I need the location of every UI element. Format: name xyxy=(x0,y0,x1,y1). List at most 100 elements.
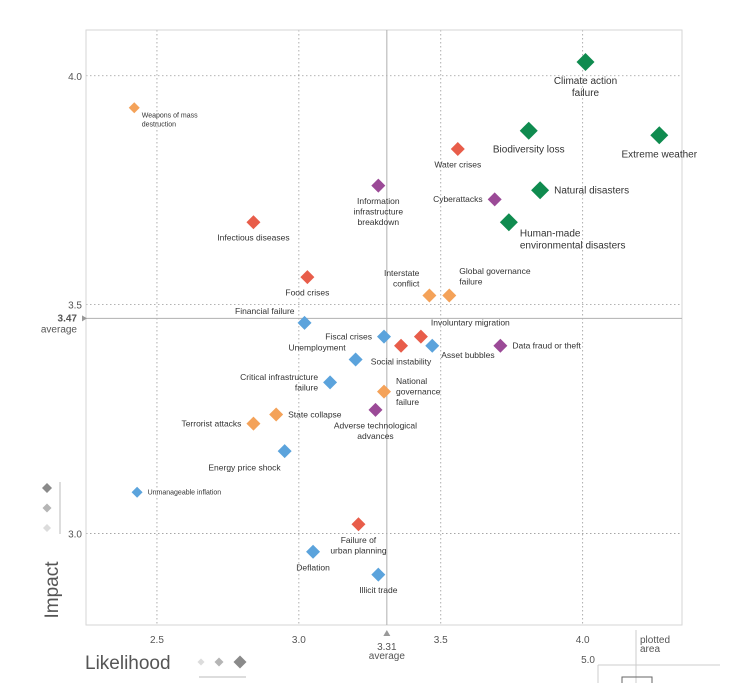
diamond-marker-icon xyxy=(499,213,518,232)
x-tick-label: 3.0 xyxy=(292,635,306,646)
impact-scale-diamond-icon xyxy=(43,524,51,532)
likelihood-scale-diamond-icon xyxy=(214,657,224,667)
data-point: Unmanageable inflation xyxy=(131,486,222,498)
point-label: Data fraud or theft xyxy=(512,341,581,351)
diamond-marker-icon xyxy=(131,486,143,498)
diamond-marker-icon xyxy=(368,402,383,417)
point-label: advances xyxy=(357,431,393,441)
point-label: destruction xyxy=(142,122,176,129)
diamond-marker-icon xyxy=(519,121,538,140)
point-label: Biodiversity loss xyxy=(493,145,565,156)
data-point: Food crises xyxy=(285,270,329,298)
diamond-marker-icon xyxy=(450,142,465,156)
diamond-marker-icon xyxy=(531,181,550,200)
data-point: Deflation xyxy=(296,544,330,572)
x-axis-title: Likelihood xyxy=(85,653,171,674)
diamond-marker-icon xyxy=(128,102,140,114)
average-y-label: average xyxy=(41,324,78,335)
point-label: Information xyxy=(357,196,400,206)
plot-border xyxy=(85,29,683,626)
diamond-marker-icon xyxy=(371,178,386,193)
diamond-marker-icon xyxy=(246,416,261,431)
diamond-marker-icon xyxy=(493,338,508,353)
diamond-marker-icon xyxy=(351,517,366,532)
point-label: failure xyxy=(295,383,318,393)
data-point: Fiscal crises xyxy=(325,329,391,344)
diamond-marker-icon xyxy=(348,352,363,367)
diamond-marker-icon xyxy=(269,407,284,422)
impact-scale-diamond-icon xyxy=(42,503,52,513)
likelihood-scale-diamond-icon xyxy=(197,658,205,666)
likelihood-scale-diamond-icon xyxy=(233,655,247,669)
point-label: State collapse xyxy=(288,409,342,419)
data-point: Social instability xyxy=(371,338,432,366)
point-label: Human-made xyxy=(520,229,581,240)
point-label: failure xyxy=(572,88,600,99)
point-label: Climate action xyxy=(554,76,617,87)
point-label: Natural disasters xyxy=(554,186,629,197)
point-label: Infectious diseases xyxy=(217,233,289,243)
data-point: Terrorist attacks xyxy=(181,416,261,431)
x-tick-label: 2.5 xyxy=(150,635,164,646)
data-point: Unemployment xyxy=(288,343,363,367)
data-point: Energy price shock xyxy=(208,444,292,473)
data-point: Data fraud or theft xyxy=(493,338,582,353)
tick-labels: 2.5 3.0 3.5 4.0 3.0 3.5 4.0 xyxy=(68,72,590,646)
data-point: Extreme weather xyxy=(621,126,698,160)
point-label: Involuntary migration xyxy=(431,318,510,328)
point-label: National xyxy=(396,376,427,386)
diamond-marker-icon xyxy=(576,53,595,72)
data-point: Infectious diseases xyxy=(217,215,290,243)
data-point: Asset bubbles xyxy=(425,338,495,360)
inset-caption: plotted xyxy=(640,635,670,646)
diamond-marker-icon xyxy=(425,338,440,353)
y-tick-label: 3.5 xyxy=(68,301,82,312)
x-tick-label: 4.0 xyxy=(576,635,590,646)
point-label: environmental disasters xyxy=(520,241,626,252)
point-label: failure xyxy=(459,276,482,286)
average-x-marker-icon xyxy=(383,630,391,636)
point-label: urban planning xyxy=(330,545,387,555)
diamond-marker-icon xyxy=(487,192,502,207)
impact-scale-diamond-icon xyxy=(42,483,52,493)
diamond-marker-icon xyxy=(377,329,391,344)
data-point: Illicit trade xyxy=(359,567,398,595)
inset-plotted-area-box xyxy=(621,676,653,683)
point-label: Global governance xyxy=(459,266,531,276)
data-point: Financial failure xyxy=(235,306,312,330)
point-label: Unmanageable inflation xyxy=(148,490,222,497)
point-label: Critical infrastructure xyxy=(240,372,318,382)
diamond-marker-icon xyxy=(277,444,292,459)
point-label: Energy price shock xyxy=(208,463,281,473)
inset-caption: area xyxy=(640,644,660,655)
point-label: Food crises xyxy=(285,288,329,298)
point-label: Unemployment xyxy=(288,343,346,353)
diamond-marker-icon xyxy=(422,288,437,303)
point-label: Fiscal crises xyxy=(325,331,372,341)
diamond-marker-icon xyxy=(650,126,669,145)
average-x-value: 3.31 xyxy=(377,642,397,653)
point-label: Adverse technological xyxy=(334,420,417,430)
point-label: Deflation xyxy=(296,562,330,572)
y-tick-label: 3.0 xyxy=(68,529,82,540)
diamond-marker-icon xyxy=(246,215,261,230)
diamond-marker-icon xyxy=(297,315,312,330)
diamond-marker-icon xyxy=(306,544,321,559)
diamond-marker-icon xyxy=(300,270,315,285)
point-label: Social instability xyxy=(371,356,432,366)
average-x-label: average xyxy=(369,651,406,662)
point-label: Extreme weather xyxy=(621,149,697,160)
diamond-marker-icon xyxy=(377,384,391,399)
data-point: Natural disasters xyxy=(531,181,629,200)
average-y-marker-icon xyxy=(82,315,87,322)
point-label: Failure of xyxy=(341,535,377,545)
diamond-marker-icon xyxy=(394,338,409,353)
